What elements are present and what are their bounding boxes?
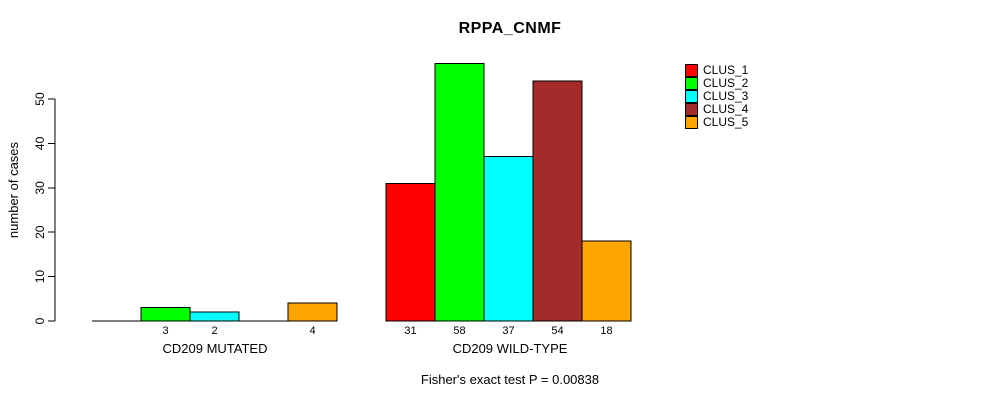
legend-color-swatch-icon: [685, 90, 698, 103]
y-axis-tick-label: 40: [33, 136, 47, 150]
bar-CLUS_2-group0: [140, 307, 191, 322]
legend-label: CLUS_4: [703, 102, 749, 116]
legend-label: CLUS_1: [703, 63, 749, 77]
legend-item-CLUS_3: CLUS_3: [685, 90, 748, 103]
legend-color-swatch-icon: [685, 116, 698, 129]
legend-label: CLUS_2: [703, 76, 749, 90]
bar-CLUS_3-group0: [189, 311, 240, 322]
bar-CLUS_2-group1: [434, 62, 485, 322]
chart-title: RPPA_CNMF: [458, 20, 562, 37]
legend-label: CLUS_5: [703, 115, 749, 129]
bar-CLUS_3-group1: [483, 156, 534, 322]
x-category-label-mutated: CD209 MUTATED: [162, 341, 268, 356]
y-axis-tick-label: 20: [33, 225, 47, 239]
legend-label: CLUS_3: [703, 89, 749, 103]
bar-value-label-CLUS_1-group1: 31: [404, 325, 416, 337]
legend-item-CLUS_5: CLUS_5: [685, 116, 748, 129]
y-axis-tick-label: 0: [33, 317, 47, 324]
legend-item-CLUS_4: CLUS_4: [685, 103, 748, 116]
fisher-test-annotation: Fisher's exact test P = 0.00838: [420, 372, 600, 387]
bar-value-label-CLUS_3-group0: 2: [211, 325, 217, 337]
y-axis-tick-label: 30: [33, 181, 47, 195]
bar-value-label-CLUS_2-group1: 58: [453, 325, 465, 337]
legend-color-swatch-icon: [685, 77, 698, 90]
legend-item-CLUS_2: CLUS_2: [685, 77, 748, 90]
bar-value-label-CLUS_3-group1: 37: [502, 325, 514, 337]
bar-CLUS_5-group1: [581, 240, 632, 322]
bar-CLUS_5-group0: [287, 302, 338, 322]
bar-value-label-CLUS_5-group0: 4: [309, 325, 315, 337]
y-axis-tick-label: 50: [33, 92, 47, 106]
bar-value-label-CLUS_2-group0: 3: [162, 325, 168, 337]
bar-value-label-CLUS_4-group1: 54: [551, 325, 563, 337]
bar-CLUS_1-group1: [385, 182, 436, 322]
legend-color-swatch-icon: [685, 103, 698, 116]
legend: CLUS_1 CLUS_2 CLUS_3 CLUS_4 CLUS_5: [685, 64, 748, 129]
bar-value-label-CLUS_5-group1: 18: [600, 325, 612, 337]
bar-CLUS_4-group1: [532, 80, 583, 322]
x-category-label-wildtype: CD209 WILD-TYPE: [452, 341, 568, 356]
legend-color-swatch-icon: [685, 64, 698, 77]
legend-item-CLUS_1: CLUS_1: [685, 64, 748, 77]
y-axis-tick-label: 10: [33, 270, 47, 284]
